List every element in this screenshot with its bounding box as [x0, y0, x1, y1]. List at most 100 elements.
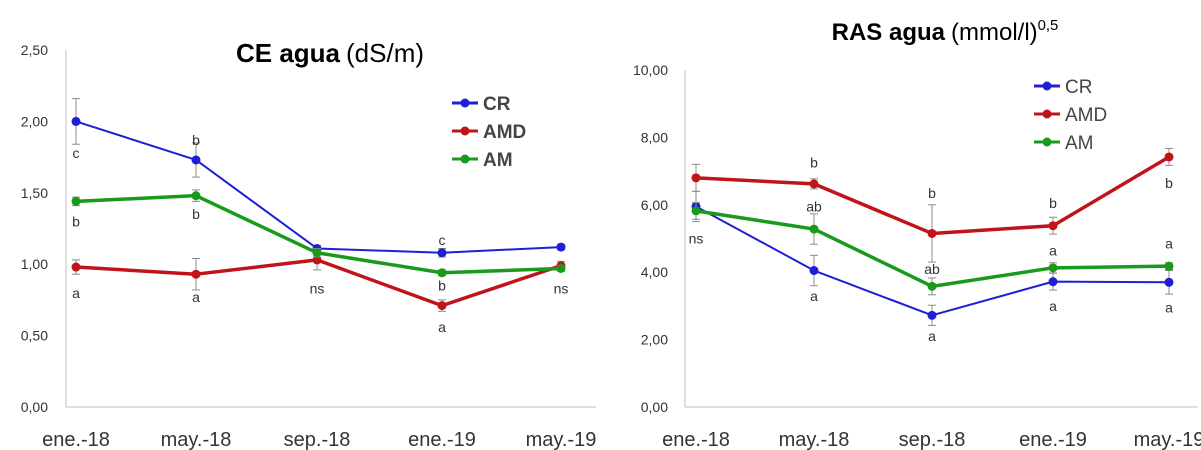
data-point — [1048, 277, 1058, 287]
data-point — [691, 173, 701, 183]
significance-label: b — [928, 185, 936, 201]
y-tick-label: 6,00 — [641, 197, 668, 213]
x-tick-label: may.-19 — [1134, 429, 1201, 450]
significance-label: c — [439, 232, 446, 248]
chart-title: CE agua (dS/m) — [236, 38, 424, 68]
data-point — [71, 196, 81, 206]
data-point — [1164, 277, 1174, 287]
significance-label: b — [72, 213, 80, 229]
y-tick-label: 0,00 — [21, 399, 48, 415]
significance-label: ab — [924, 261, 940, 277]
legend-entry: CR — [483, 94, 511, 115]
significance-label: ab — [806, 198, 822, 214]
significance-label: a — [1049, 242, 1057, 258]
data-point — [312, 255, 322, 265]
y-tick-label: 2,00 — [641, 332, 668, 348]
data-point — [1048, 221, 1058, 231]
significance-label: a — [928, 328, 936, 344]
data-point — [691, 206, 701, 216]
data-point — [437, 248, 447, 258]
y-tick-label: 2,50 — [21, 42, 48, 58]
x-tick-label: ene.-18 — [662, 429, 730, 450]
data-point — [556, 242, 566, 252]
y-tick-label: 1,50 — [21, 185, 48, 201]
y-tick-label: 0,00 — [641, 399, 668, 415]
data-point — [927, 228, 937, 238]
significance-label: a — [438, 319, 446, 335]
data-point — [437, 268, 447, 278]
significance-label: ns — [689, 231, 704, 247]
significance-label: a — [1049, 298, 1057, 314]
significance-label: b — [1049, 195, 1057, 211]
legend-swatch-marker — [1042, 109, 1052, 119]
significance-label: b — [1165, 175, 1173, 191]
legend-entry: AMD — [483, 122, 526, 143]
chart-title-unit: (mmol/l) — [951, 19, 1038, 46]
data-point — [1164, 261, 1174, 271]
chart-title-superscript: 0,5 — [1038, 18, 1059, 34]
y-tick-label: 8,00 — [641, 129, 668, 145]
x-tick-label: sep.-18 — [899, 429, 966, 450]
data-point — [71, 262, 81, 272]
significance-label: b — [192, 206, 200, 222]
data-point — [927, 281, 937, 291]
legend-entry: CR — [1065, 77, 1092, 98]
data-point — [1048, 263, 1058, 273]
significance-label: ns — [310, 280, 325, 296]
significance-label: a — [1165, 300, 1173, 316]
data-point — [809, 224, 819, 234]
data-point — [191, 191, 201, 201]
y-tick-label: 2,00 — [21, 113, 48, 129]
legend: CR AMD AM — [1034, 77, 1107, 154]
significance-label: b — [438, 278, 446, 294]
x-tick-label: may.-19 — [526, 429, 597, 450]
legend-entry: AM — [483, 150, 513, 171]
significance-label: ns — [554, 280, 569, 296]
significance-label: a — [192, 289, 200, 305]
data-point — [437, 301, 447, 311]
x-tick-label: ene.-18 — [42, 429, 110, 450]
y-tick-label: 0,50 — [21, 328, 48, 344]
data-point — [809, 266, 819, 276]
data-point — [556, 263, 566, 273]
series-amd — [691, 148, 1174, 263]
x-tick-label: sep.-18 — [284, 429, 351, 450]
chart-title-unit: (dS/m) — [346, 38, 424, 68]
chart-1: 0,00 0,50 1,00 1,50 2,00 2,50 ene.-18 may.-18 se… — [21, 38, 597, 450]
x-tick-label: ene.-19 — [408, 429, 476, 450]
chart-title: RAS agua (mmol/l)0,5 — [832, 18, 1059, 46]
legend-entry: AM — [1065, 133, 1094, 154]
legend-swatch-marker — [460, 98, 470, 108]
significance-label: b — [192, 132, 200, 148]
series-cr — [691, 190, 1174, 326]
y-tick-label: 4,00 — [641, 264, 668, 280]
significance-label: a — [1165, 236, 1173, 252]
significance-label: c — [73, 145, 80, 161]
legend-swatch-marker — [1042, 81, 1052, 91]
significance-label: a — [72, 285, 80, 301]
x-tick-label: may.-18 — [161, 429, 232, 450]
y-tick-label: 10,00 — [633, 62, 668, 78]
data-point — [191, 155, 201, 165]
legend-swatch-marker — [460, 126, 470, 136]
legend-swatch-marker — [460, 154, 470, 164]
significance-label: a — [810, 288, 818, 304]
legend: CR AMD AM — [452, 94, 526, 171]
series-am — [691, 201, 1174, 296]
legend-swatch-marker — [1042, 137, 1052, 147]
data-point — [191, 269, 201, 279]
legend-entry: AMD — [1065, 105, 1107, 126]
data-point — [1164, 152, 1174, 162]
data-point — [809, 179, 819, 189]
x-tick-label: may.-18 — [779, 429, 850, 450]
series-am — [71, 189, 566, 278]
data-point — [927, 310, 937, 320]
x-tick-label: ene.-19 — [1019, 429, 1087, 450]
y-tick-label: 1,00 — [21, 256, 48, 272]
chart-title-main: RAS agua — [832, 19, 946, 46]
chart-title-main: CE agua — [236, 38, 341, 68]
significance-label: b — [810, 155, 818, 171]
data-point — [71, 116, 81, 126]
chart-2: 0,00 2,00 4,00 6,00 8,00 10,00 ene.-18 may.-18 s… — [633, 18, 1201, 450]
